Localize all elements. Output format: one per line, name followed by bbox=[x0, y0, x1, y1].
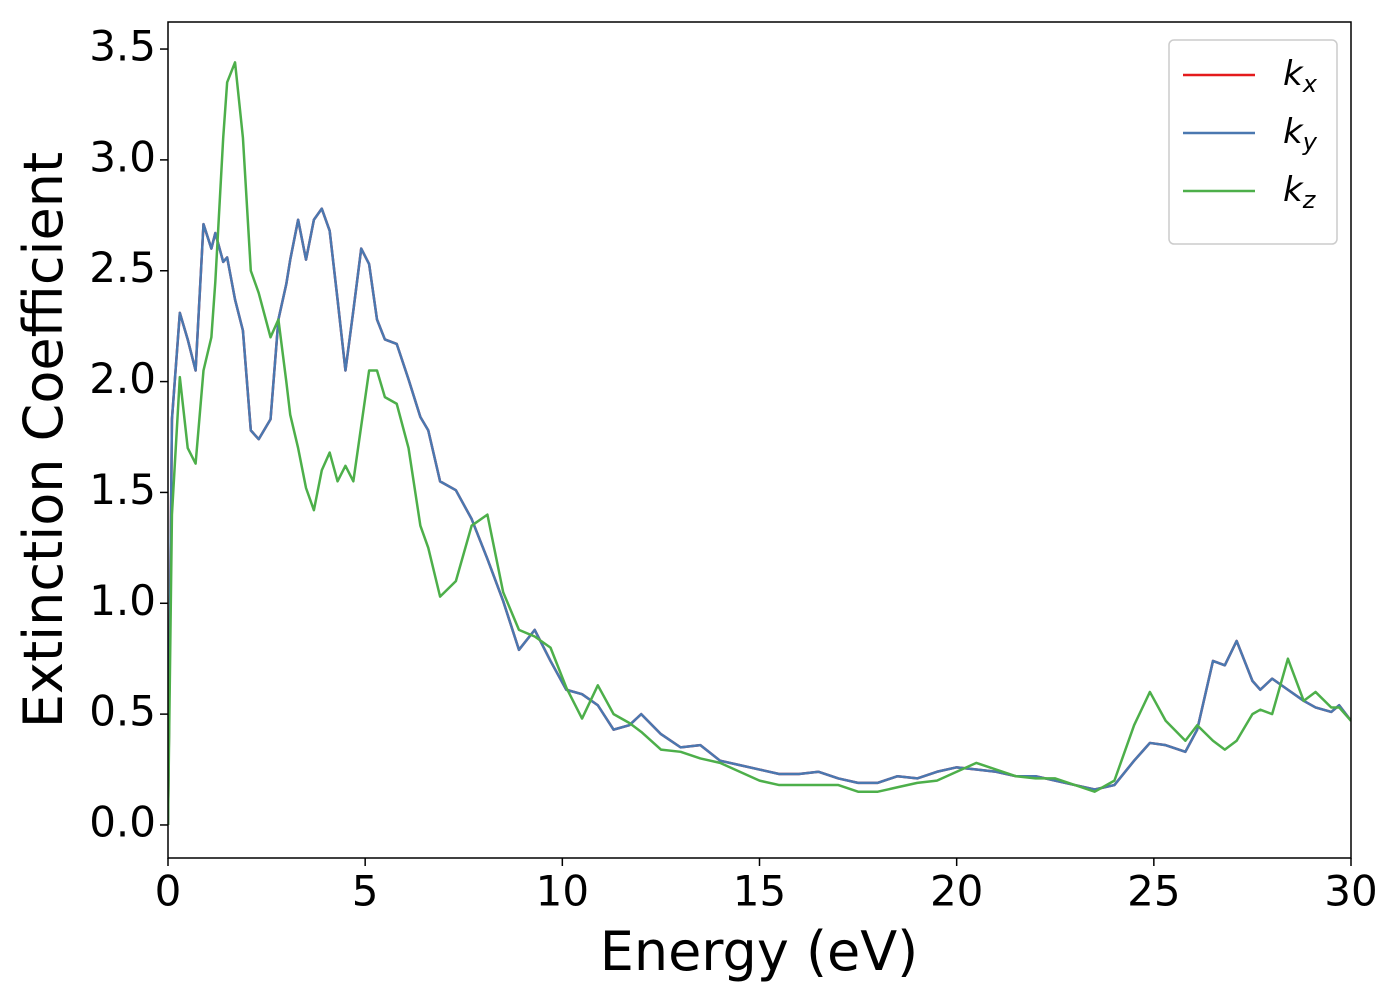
x-axis-label: Energy (eV) bbox=[600, 920, 919, 983]
y-tick-label: 3.5 bbox=[89, 22, 156, 71]
line-series bbox=[168, 207, 1351, 825]
legend-label: kz bbox=[1283, 170, 1317, 215]
x-tick-label: 15 bbox=[733, 867, 786, 916]
y-tick-label: 0.5 bbox=[89, 687, 156, 736]
plot-frame bbox=[167, 21, 1352, 859]
x-tick-label: 30 bbox=[1324, 867, 1377, 916]
x-tick-label: 0 bbox=[155, 867, 182, 916]
y-tick-label: 2.5 bbox=[89, 243, 156, 292]
x-tick-label: 5 bbox=[352, 867, 379, 916]
legend-box bbox=[1168, 39, 1338, 245]
legend-label: ky bbox=[1283, 112, 1318, 157]
y-tick-label: 1.5 bbox=[89, 465, 156, 514]
line-series bbox=[168, 207, 1351, 825]
x-tick-label: 10 bbox=[536, 867, 589, 916]
x-tick-label: 20 bbox=[930, 867, 983, 916]
legend-label-main: k bbox=[1283, 170, 1304, 210]
legend-label-sub: x bbox=[1302, 70, 1318, 98]
legend-label-sub: z bbox=[1302, 186, 1317, 214]
line-series bbox=[168, 61, 1351, 825]
y-tick-label: 1.0 bbox=[89, 576, 156, 625]
x-tick-label: 25 bbox=[1127, 867, 1180, 916]
legend-label-main: k bbox=[1283, 54, 1304, 94]
legend-label-main: k bbox=[1283, 112, 1304, 152]
legend-label-sub: y bbox=[1302, 128, 1318, 156]
y-tick-label: 0.0 bbox=[89, 797, 156, 846]
y-tick-label: 2.0 bbox=[89, 354, 156, 403]
legend-label: kx bbox=[1283, 54, 1318, 99]
y-tick-label: 3.0 bbox=[89, 132, 156, 181]
y-axis-label: Extinction Coefficient bbox=[12, 152, 75, 728]
